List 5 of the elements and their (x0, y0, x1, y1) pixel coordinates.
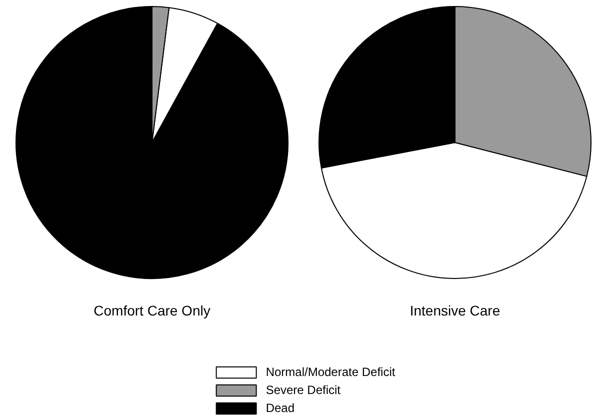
legend-label: Severe Deficit (266, 383, 341, 397)
legend-label: Dead (266, 401, 294, 415)
text: Intensive Care (410, 302, 500, 318)
text: Comfort Care Only (94, 302, 210, 318)
legend-label: Normal/Moderate Deficit (266, 365, 396, 379)
